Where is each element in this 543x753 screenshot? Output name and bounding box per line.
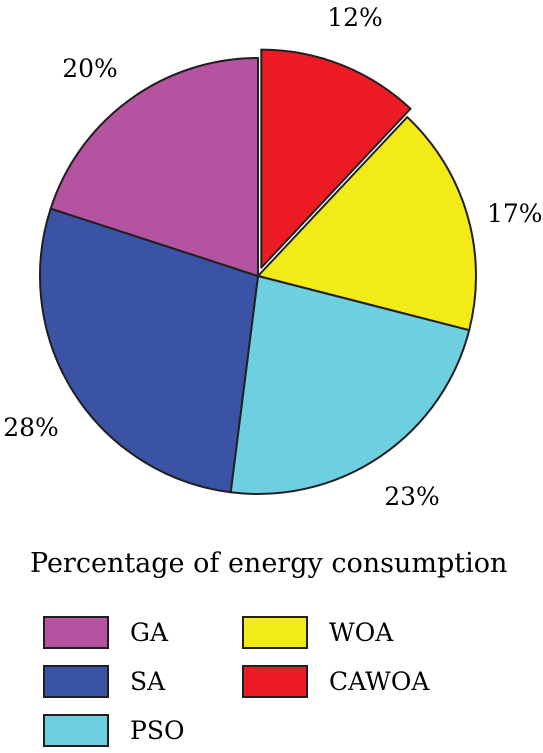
pie-slices	[39, 48, 477, 495]
slice-label-cawoa: 12%	[327, 3, 383, 32]
legend-swatch-ga	[43, 616, 109, 649]
legend-label-sa: SA	[130, 667, 166, 696]
legend-item-pso: PSO	[43, 714, 184, 747]
legend-item-woa: WOA	[242, 616, 394, 649]
slice-label-woa: 17%	[487, 199, 543, 228]
legend-label-ga: GA	[130, 618, 169, 647]
legend-item-sa: SA	[43, 665, 166, 698]
chart-title: Percentage of energy consumption	[30, 548, 507, 579]
slice-label-pso: 23%	[384, 482, 440, 511]
legend-item-ga: GA	[43, 616, 169, 649]
pie-slice-ga	[49, 57, 259, 277]
legend-swatch-cawoa	[242, 665, 308, 698]
legend-swatch-sa	[43, 665, 109, 698]
slice-labels: 12% 17% 23% 28% 20%	[3, 3, 542, 511]
pie-slice-sa	[39, 207, 259, 494]
legend: GA WOA SA CAWOA PSO	[43, 616, 430, 747]
legend-swatch-pso	[43, 714, 109, 747]
slice-label-sa: 28%	[3, 413, 59, 442]
legend-label-pso: PSO	[130, 716, 184, 745]
pie-slice-pso	[229, 275, 471, 495]
pie-slice-cawoa	[260, 48, 412, 269]
legend-swatch-woa	[242, 616, 308, 649]
slice-label-ga: 20%	[62, 54, 118, 83]
legend-label-cawoa: CAWOA	[329, 667, 430, 696]
legend-item-cawoa: CAWOA	[242, 665, 430, 698]
pie-slice-woa	[257, 116, 477, 332]
legend-label-woa: WOA	[329, 618, 394, 647]
